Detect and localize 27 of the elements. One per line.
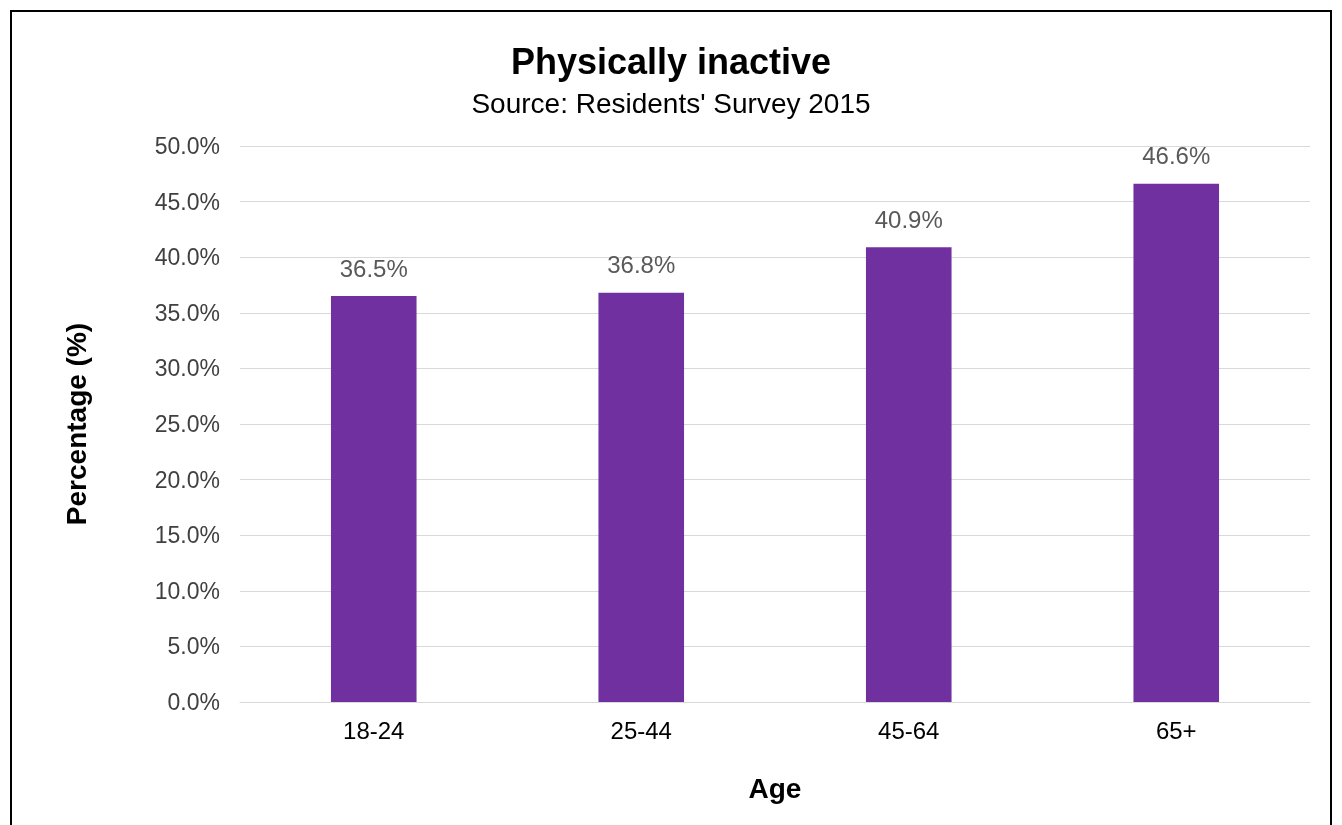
chart-title: Physically inactive [510, 40, 832, 82]
bar [1133, 183, 1220, 702]
bar [330, 296, 417, 702]
y-tick-label: 15.0% [154, 522, 220, 549]
data-label: 36.8% [607, 251, 676, 279]
y-tick-label: 40.0% [154, 244, 220, 271]
chart-subtitle: Source: Residents' Survey 2015 [471, 87, 871, 119]
y-tick-label: 50.0% [154, 133, 220, 159]
y-tick-label: 30.0% [154, 355, 220, 382]
data-label: 40.9% [874, 205, 943, 233]
y-axis-title: Percentage (%) [60, 322, 92, 526]
y-tick-label: 10.0% [154, 577, 220, 604]
y-tick-label: 5.0% [167, 633, 220, 660]
y-tick-label: 25.0% [154, 411, 220, 437]
bar [865, 247, 952, 702]
data-label: 46.6% [1142, 142, 1211, 170]
x-tick-label: 18-24 [343, 716, 405, 744]
y-tick-label: 35.0% [154, 299, 220, 326]
y-tick-label: 20.0% [154, 466, 220, 493]
bar [598, 292, 685, 702]
y-tick-label: 45.0% [154, 188, 220, 215]
x-tick-label: 25-44 [610, 716, 672, 744]
data-label: 36.5% [339, 254, 408, 282]
y-tick-label: 0.0% [167, 689, 220, 715]
x-axis-title: Age [748, 772, 802, 804]
x-tick-label: 45-64 [878, 716, 940, 744]
x-tick-label: 65+ [1155, 716, 1197, 744]
